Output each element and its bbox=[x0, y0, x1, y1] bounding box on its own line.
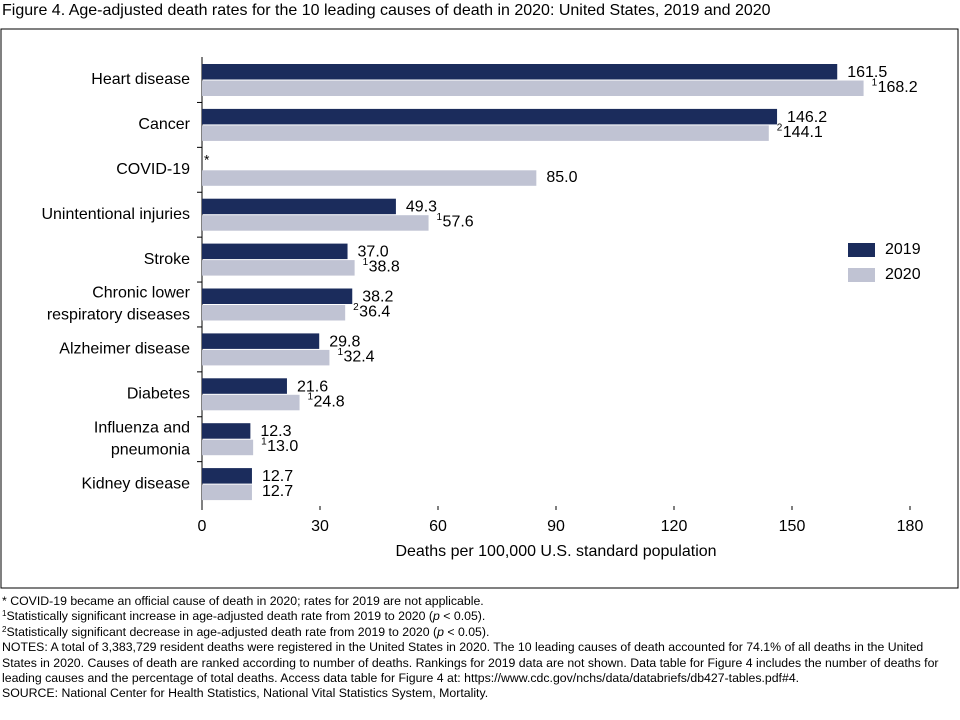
value-label: * bbox=[204, 151, 210, 167]
value-label: 49.3 bbox=[406, 199, 437, 216]
footnote-text: Statistically significant increase in ag… bbox=[6, 609, 433, 624]
bar bbox=[202, 333, 320, 349]
footnote-text: < 0.05). bbox=[439, 609, 486, 624]
value-label: 168.2 bbox=[878, 79, 918, 96]
chart: Figure 4. Age-adjusted death rates for t… bbox=[0, 2, 959, 589]
y-tick-label: Alzheimer disease bbox=[59, 341, 190, 358]
value-label: 144.1 bbox=[783, 124, 823, 141]
y-tick-label: Heart disease bbox=[91, 71, 190, 88]
bar bbox=[202, 215, 429, 231]
x-tick-label: 120 bbox=[661, 518, 688, 535]
value-label: 38.2 bbox=[362, 288, 393, 305]
significance-marker: 2 bbox=[777, 122, 783, 133]
y-tick-label: COVID-19 bbox=[116, 161, 190, 178]
bar bbox=[202, 125, 769, 141]
bar bbox=[202, 439, 254, 456]
value-label: 32.4 bbox=[343, 348, 374, 365]
significance-marker: 1 bbox=[363, 257, 369, 268]
bar bbox=[202, 423, 251, 439]
bar bbox=[202, 394, 300, 411]
bar bbox=[202, 198, 396, 215]
value-label: 146.2 bbox=[787, 109, 827, 126]
source: SOURCE: National Center for Health Stati… bbox=[2, 686, 489, 701]
bar bbox=[202, 260, 355, 276]
footnote-marker: 1 bbox=[2, 609, 7, 619]
bar bbox=[202, 170, 537, 186]
x-axis-label: Deaths per 100,000 U.S. standard populat… bbox=[395, 543, 716, 560]
legend-label: 2020 bbox=[885, 266, 921, 283]
value-label: 29.8 bbox=[329, 333, 360, 350]
value-label: 85.0 bbox=[546, 169, 577, 186]
significance-marker: 1 bbox=[437, 212, 443, 223]
y-tick-label: Stroke bbox=[144, 251, 190, 268]
significance-marker: 1 bbox=[337, 347, 343, 358]
y-tick-label: Chronic lower bbox=[92, 285, 190, 302]
legend-swatch bbox=[848, 243, 875, 257]
footnote-text: p bbox=[433, 609, 440, 624]
bar bbox=[202, 80, 864, 96]
significance-marker: 1 bbox=[872, 77, 878, 88]
x-tick-label: 180 bbox=[897, 518, 924, 535]
value-label: 12.3 bbox=[260, 423, 291, 440]
significance-marker: 1 bbox=[261, 437, 267, 448]
significance-marker: 2 bbox=[353, 302, 359, 313]
y-tick-label: Unintentional injuries bbox=[41, 206, 190, 223]
footnote-marker: 2 bbox=[2, 624, 7, 634]
footnote-text: < 0.05). bbox=[443, 624, 490, 639]
y-tick-label: Influenza and bbox=[94, 419, 190, 436]
chart-frame bbox=[0, 28, 959, 589]
bar bbox=[202, 305, 346, 321]
chart-title: Figure 4. Age-adjusted death rates for t… bbox=[2, 2, 771, 19]
footnote-text: p bbox=[437, 624, 444, 639]
legend-label: 2019 bbox=[885, 241, 921, 258]
footnote-text: Statistically significant decrease in ag… bbox=[6, 624, 438, 639]
notes: NOTES: A total of 3,383,729 resident dea… bbox=[2, 640, 939, 686]
value-label: 57.6 bbox=[443, 214, 474, 231]
footnotes: * COVID-19 became an official cause of d… bbox=[2, 594, 956, 702]
bar bbox=[202, 288, 353, 304]
x-tick-label: 0 bbox=[198, 518, 207, 535]
value-label: 12.7 bbox=[262, 468, 293, 485]
bar bbox=[202, 243, 348, 260]
y-tick-label: Diabetes bbox=[127, 386, 190, 403]
bar bbox=[202, 484, 252, 501]
legend-swatch bbox=[848, 268, 875, 282]
y-tick-label: pneumonia bbox=[111, 441, 190, 458]
x-tick-label: 150 bbox=[779, 518, 806, 535]
value-label: 12.7 bbox=[262, 483, 293, 500]
footnote: 2Statistically significant decrease in a… bbox=[2, 625, 956, 640]
y-tick-label: respiratory diseases bbox=[47, 307, 190, 324]
value-label: 21.6 bbox=[297, 378, 328, 395]
footnote: * COVID-19 became an official cause of d… bbox=[2, 594, 484, 608]
bar bbox=[202, 108, 778, 125]
value-label: 161.5 bbox=[847, 64, 887, 81]
value-label: 38.8 bbox=[369, 259, 400, 276]
bar bbox=[202, 378, 287, 394]
value-label: 13.0 bbox=[267, 438, 298, 455]
bar bbox=[202, 468, 252, 484]
value-label: 37.0 bbox=[358, 244, 389, 261]
y-tick-label: Kidney disease bbox=[81, 475, 190, 492]
bar bbox=[202, 349, 330, 366]
x-tick-label: 30 bbox=[311, 518, 329, 535]
significance-marker: 1 bbox=[308, 392, 314, 403]
bar bbox=[202, 64, 838, 80]
value-label: 24.8 bbox=[314, 393, 345, 410]
x-tick-label: 60 bbox=[429, 518, 447, 535]
y-tick-label: Cancer bbox=[138, 116, 190, 133]
x-tick-label: 90 bbox=[547, 518, 565, 535]
value-label: 36.4 bbox=[359, 303, 390, 320]
footnote: 1Statistically significant increase in a… bbox=[2, 609, 956, 624]
